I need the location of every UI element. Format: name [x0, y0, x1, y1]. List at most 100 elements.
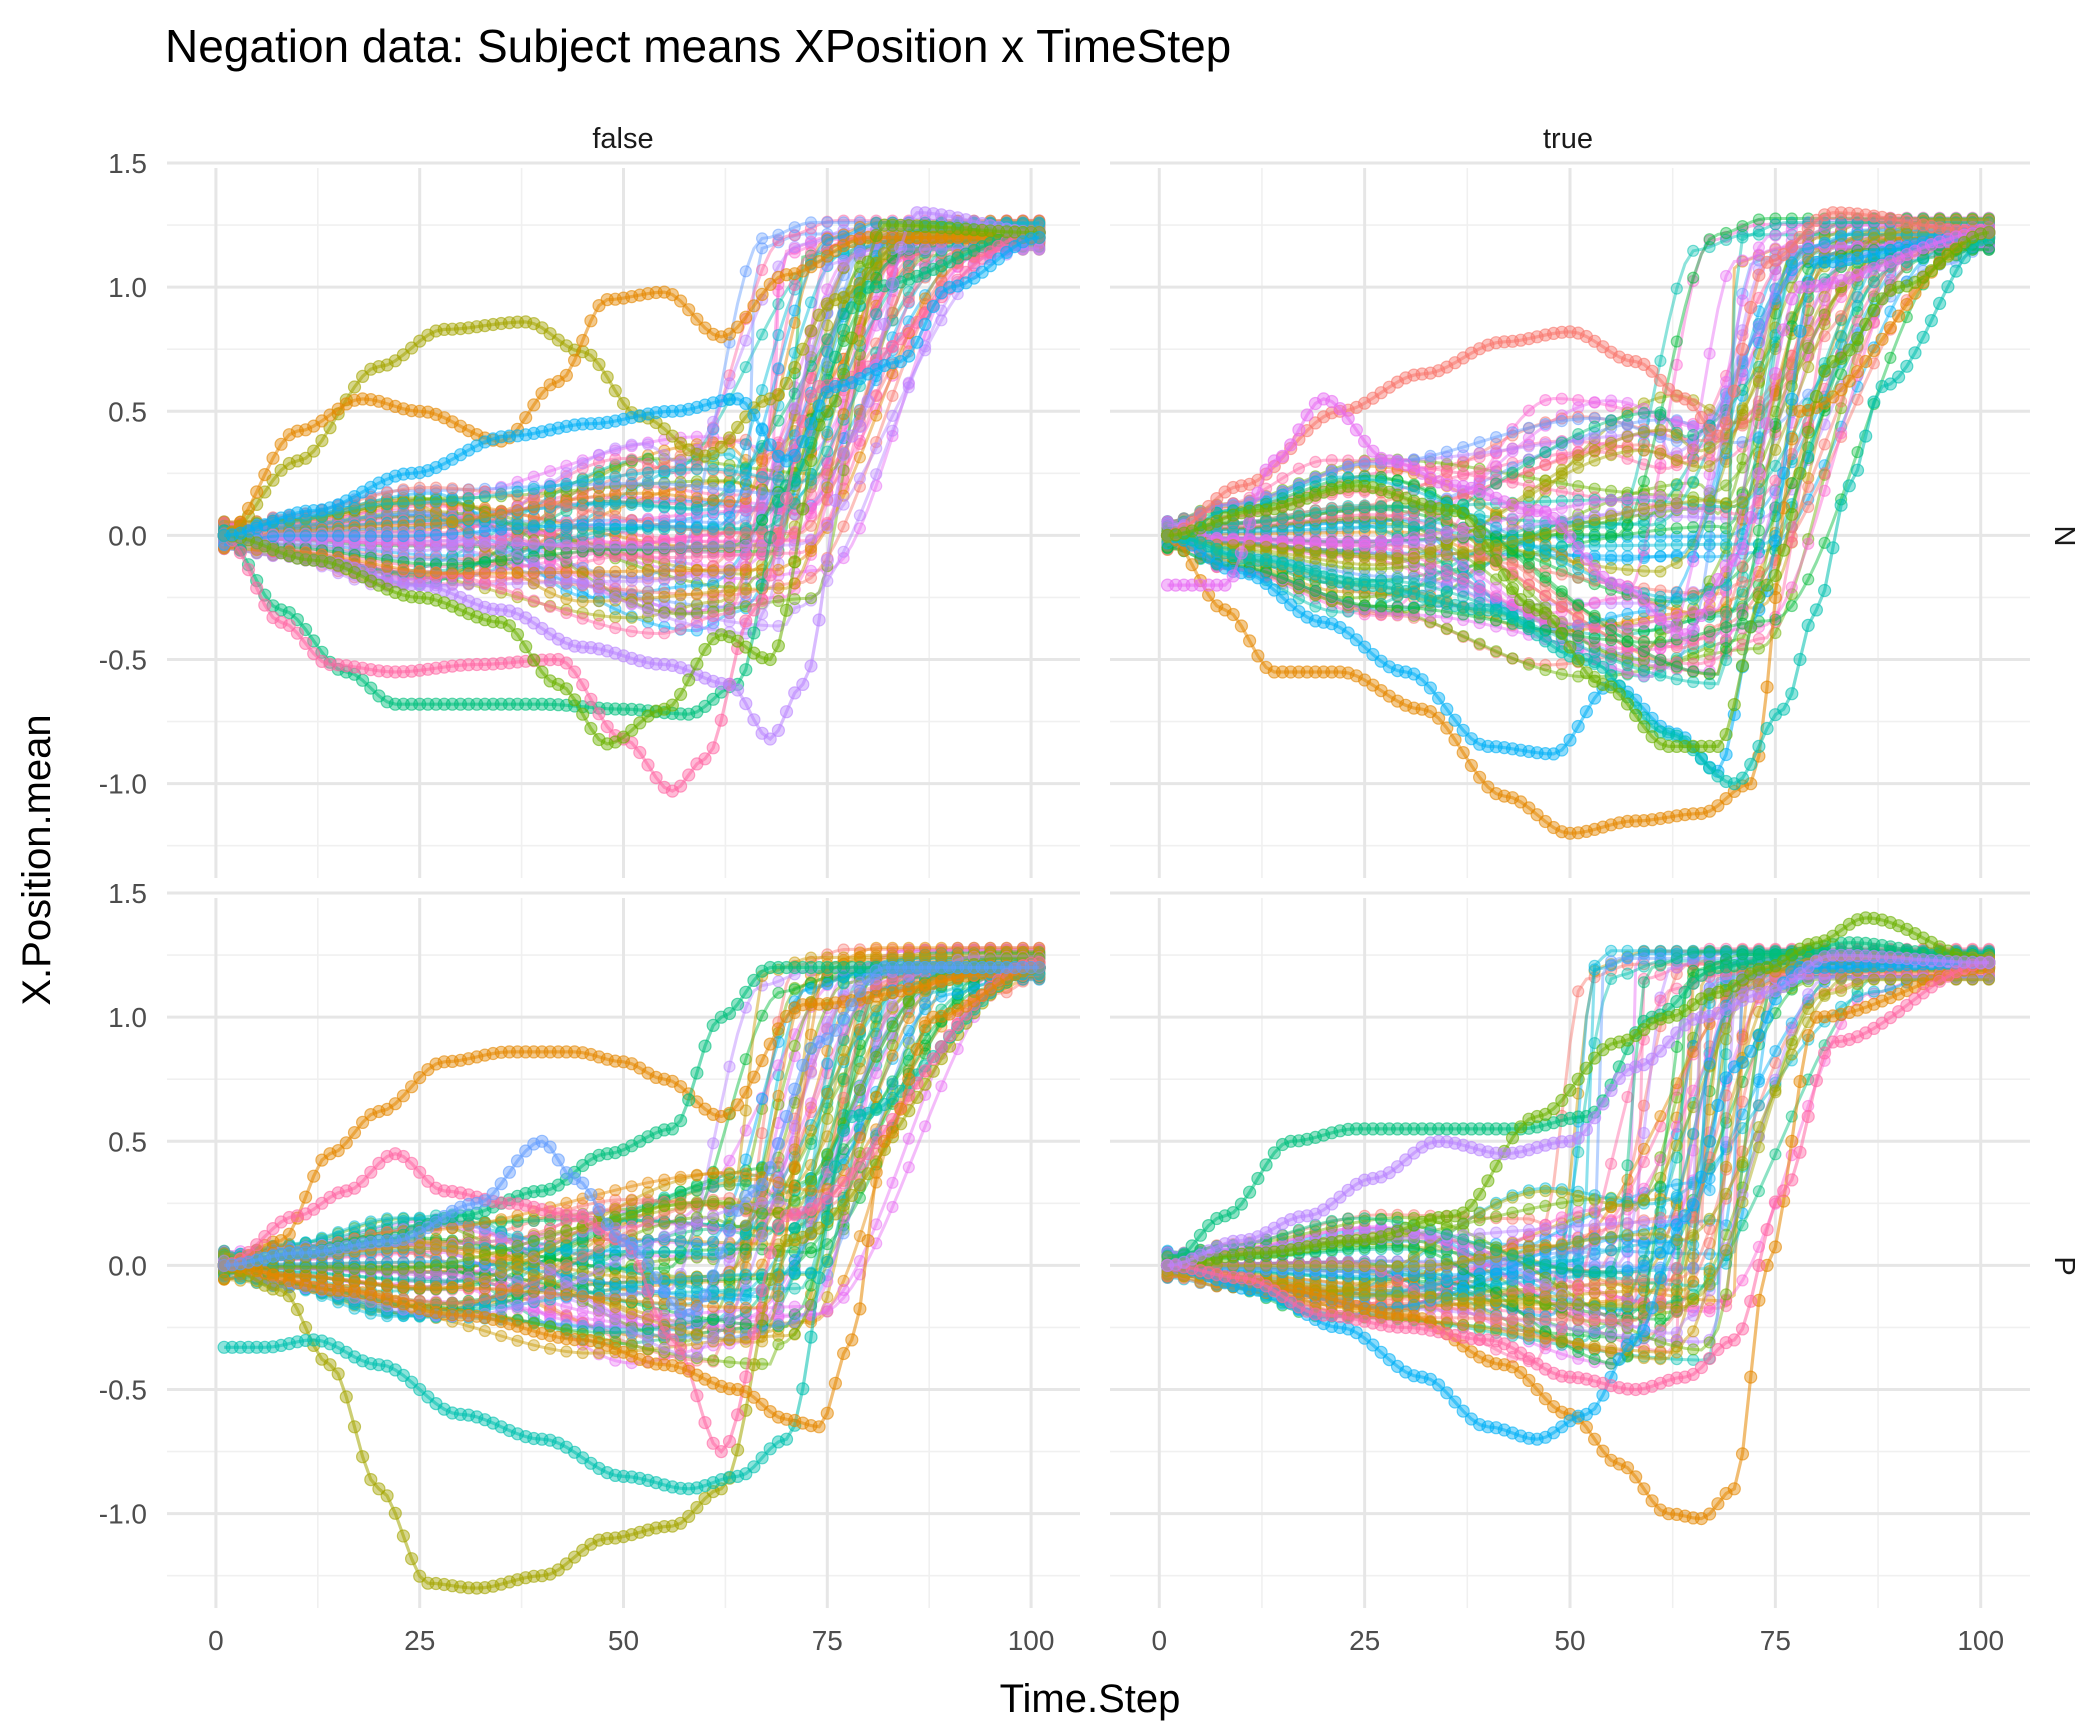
subject-point — [788, 221, 801, 234]
subject-point — [674, 490, 687, 503]
subject-point — [543, 566, 557, 579]
subject-point — [462, 557, 475, 570]
panels: -1.0-0.50.00.51.01.5-1.0-0.50.00.51.01.5… — [99, 148, 2030, 1656]
subject-point — [495, 566, 508, 580]
highlight-point — [714, 713, 728, 727]
subject-point — [707, 415, 720, 428]
subject-point — [641, 466, 655, 479]
subject-point — [707, 482, 720, 495]
subject-point — [723, 484, 736, 497]
subject-point — [739, 334, 752, 347]
highlight-point — [796, 677, 810, 692]
highlight-point — [804, 417, 818, 431]
subject-point — [755, 328, 769, 341]
subject-point — [788, 279, 801, 292]
highlight-point — [763, 568, 777, 582]
highlight-point — [812, 308, 826, 322]
subject-point — [804, 571, 818, 585]
highlight-point — [779, 376, 794, 390]
highlight-point — [600, 370, 614, 384]
subject-point — [527, 493, 540, 506]
subject-point — [625, 453, 638, 466]
subject-point — [870, 468, 883, 481]
subject-point — [1621, 550, 1634, 563]
subject-point — [446, 482, 459, 495]
subject-point — [739, 563, 752, 577]
subject-point — [658, 448, 671, 462]
highlight-point — [804, 324, 818, 338]
subject-point — [576, 475, 589, 488]
subject-point — [641, 575, 655, 588]
subject-point — [625, 541, 638, 554]
y-tick-label: 1.0 — [108, 272, 147, 303]
subject-point — [723, 563, 736, 577]
highlight-point — [698, 752, 712, 766]
subject-point — [592, 518, 606, 531]
subject-point — [511, 485, 524, 498]
subject-point — [299, 529, 312, 542]
subject-point — [788, 592, 801, 606]
subject-point — [625, 438, 638, 451]
highlight-point — [258, 598, 272, 612]
highlight-point — [910, 335, 924, 349]
highlight-point — [290, 626, 304, 640]
highlight-point — [250, 581, 264, 595]
highlight-point — [673, 779, 688, 793]
subject-point — [772, 594, 785, 608]
subject-point — [658, 541, 671, 554]
subject-point — [804, 592, 818, 605]
highlight-point — [250, 485, 264, 499]
subject-point — [658, 627, 671, 640]
highlight-point — [682, 303, 696, 317]
highlight-point — [519, 640, 533, 654]
subject-point — [870, 442, 883, 455]
subject-point — [755, 232, 769, 245]
highlight-point — [771, 723, 786, 738]
subject-point — [641, 592, 655, 605]
highlight-point — [527, 653, 541, 667]
highlight-point — [812, 613, 826, 627]
subject-point — [723, 606, 736, 620]
y-tick-label: 0.5 — [108, 396, 147, 427]
highlight-point — [576, 333, 590, 348]
subject-point — [755, 470, 769, 484]
subject-point — [739, 504, 752, 517]
subject-point — [381, 560, 394, 573]
subject-point — [446, 527, 459, 540]
subject-point — [723, 464, 736, 477]
subject-point — [658, 564, 671, 577]
subject-point — [543, 600, 557, 614]
panel-false-N: -1.0-0.50.00.51.01.5 — [99, 148, 1080, 878]
highlight-point — [698, 642, 712, 657]
subject-point — [413, 496, 426, 509]
subject-point — [511, 537, 524, 550]
subject-point — [1654, 550, 1667, 563]
subject-point — [772, 228, 785, 241]
subject-point — [1604, 549, 1618, 563]
subject-point — [576, 565, 589, 579]
subject-point — [609, 611, 622, 624]
subject-point — [674, 589, 687, 602]
highlight-point — [567, 353, 582, 367]
subject-point — [576, 503, 589, 516]
subject-point — [609, 470, 622, 483]
subject-point — [397, 497, 410, 510]
subject-point — [1555, 392, 1568, 405]
subject-point — [592, 506, 606, 520]
subject-point — [609, 621, 622, 635]
subject-point — [739, 265, 752, 278]
subject-point — [886, 389, 899, 402]
subject-point — [625, 565, 638, 578]
subject-point — [478, 567, 491, 580]
highlight-point — [592, 357, 606, 372]
highlight-point — [918, 317, 932, 331]
subject-point — [886, 409, 899, 422]
highlight-point — [812, 399, 826, 413]
highlight-point — [739, 310, 753, 324]
highlight-point — [307, 444, 321, 458]
subject-point — [690, 564, 704, 577]
subject-point — [853, 509, 867, 522]
subject-point — [772, 362, 785, 375]
subject-point — [723, 526, 736, 539]
highlight-point — [828, 350, 843, 364]
